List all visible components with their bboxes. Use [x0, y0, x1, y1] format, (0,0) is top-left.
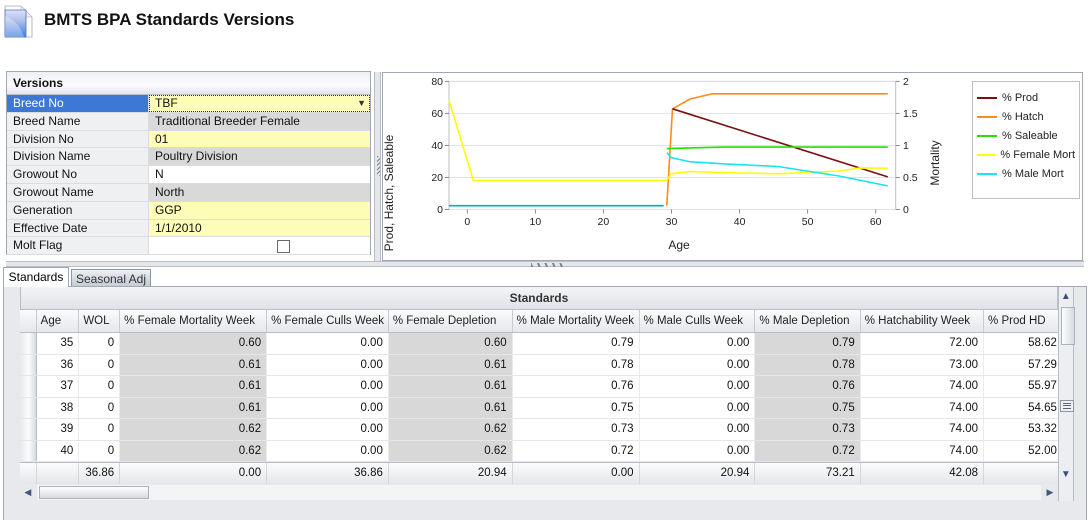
svg-text:10: 10	[530, 216, 542, 228]
svg-text:60: 60	[431, 108, 443, 120]
svg-text:Age: Age	[668, 238, 690, 252]
svg-text:Prod, Hatch, Saleable: Prod, Hatch, Saleable	[383, 134, 396, 251]
svg-text:2: 2	[903, 76, 909, 88]
svg-text:40: 40	[431, 140, 443, 152]
svg-text:30: 30	[666, 216, 678, 228]
svg-text:1.5: 1.5	[903, 108, 918, 120]
svg-text:Mortality: Mortality	[928, 140, 942, 185]
svg-text:60: 60	[870, 216, 882, 228]
svg-text:20: 20	[431, 172, 443, 184]
svg-text:0: 0	[903, 204, 909, 216]
svg-text:50: 50	[802, 216, 814, 228]
svg-text:0.5: 0.5	[903, 172, 918, 184]
svg-text:1: 1	[903, 140, 909, 152]
svg-text:20: 20	[598, 216, 610, 228]
svg-text:40: 40	[734, 216, 746, 228]
svg-text:0: 0	[464, 216, 470, 228]
svg-text:80: 80	[431, 76, 443, 88]
svg-text:0: 0	[437, 204, 443, 216]
